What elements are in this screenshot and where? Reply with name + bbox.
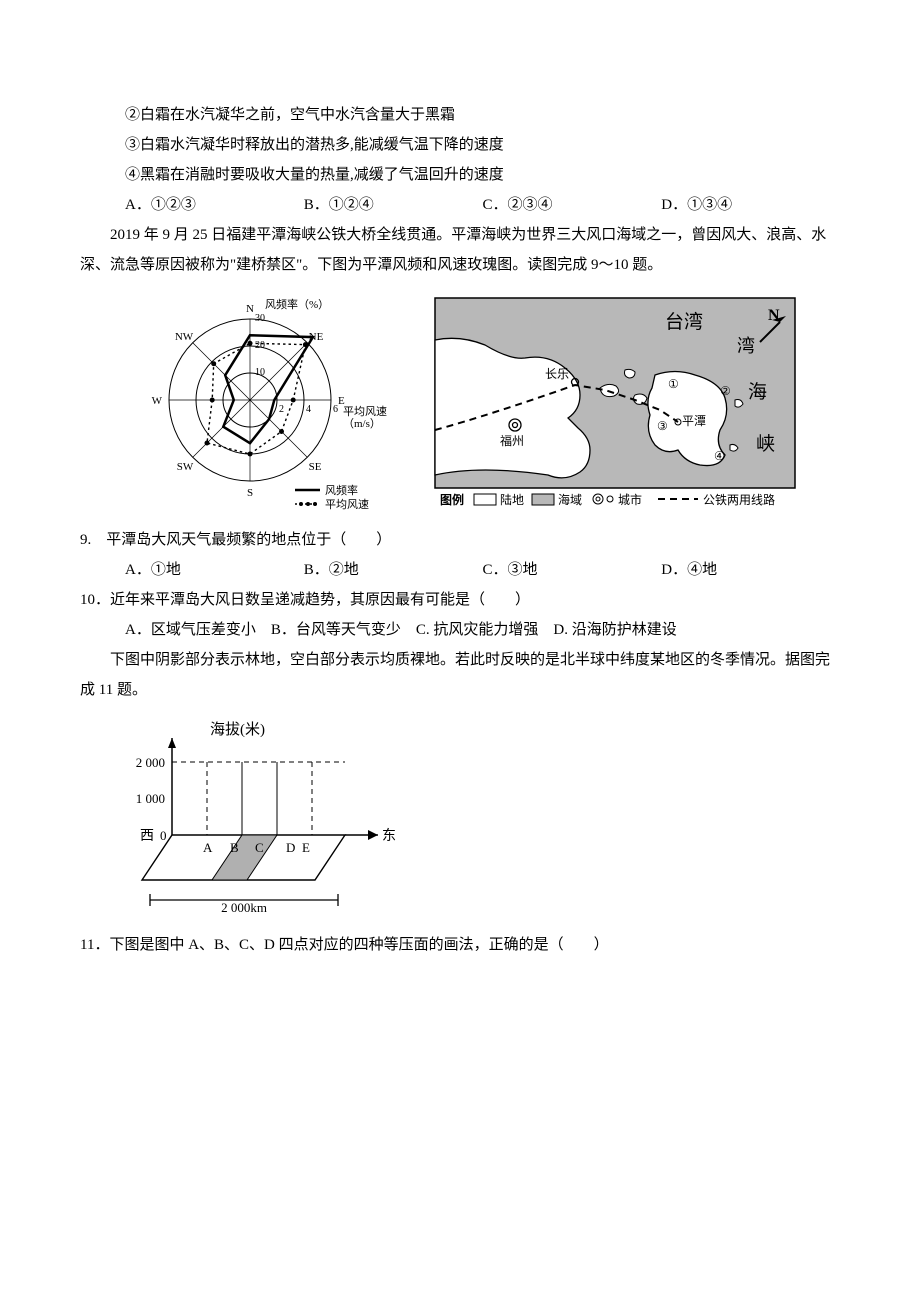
figure-terrain: 海拔(米) 2 000 1 000 西 0 东 A B C D E 2 xyxy=(80,720,840,915)
svg-text:海: 海 xyxy=(748,381,767,403)
svg-text:④: ④ xyxy=(714,449,725,463)
svg-text:西: 西 xyxy=(140,829,154,844)
svg-text:10: 10 xyxy=(255,367,265,378)
stmt-2: ②白霜在水汽凝华之前，空气中水汽含量大于黑霜 xyxy=(80,100,840,130)
q8-opt-d[interactable]: D．①③④ xyxy=(661,190,840,220)
svg-text:公铁两用线路: 公铁两用线路 xyxy=(703,492,775,507)
figure-row-1: N NE E SE S SW W NW 10 20 30 风频率（%） xyxy=(140,290,840,515)
svg-text:陆地: 陆地 xyxy=(500,492,524,507)
svg-text:30: 30 xyxy=(255,313,265,324)
svg-text:E: E xyxy=(302,840,310,855)
stmt-3: ③白霜水汽凝华时释放出的潜热多,能减缓气温下降的速度 xyxy=(80,130,840,160)
q8-opt-c[interactable]: C．②③④ xyxy=(483,190,662,220)
svg-text:0: 0 xyxy=(160,828,167,843)
svg-text:峡: 峡 xyxy=(756,433,775,455)
passage-forest: 下图中阴影部分表示林地，空白部分表示均质裸地。若此时反映的是北半球中纬度某地区的… xyxy=(80,645,840,705)
q10-opt-a[interactable]: A．区域气压差变小 xyxy=(125,615,256,645)
svg-text:4: 4 xyxy=(306,404,311,415)
svg-text:②: ② xyxy=(720,384,731,398)
q10-opt-d[interactable]: D. 沿海防护林建设 xyxy=(553,615,676,645)
svg-text:风频率: 风频率 xyxy=(325,483,358,497)
pingtan-map-figure: 长乐 福州 平潭 ① ② ③ ④ 台湾 湾 海 峡 N xyxy=(430,290,800,515)
q9-text: 9. 平潭岛大风天气最频繁的地点位于（ ） xyxy=(80,525,840,555)
svg-text:③: ③ xyxy=(657,419,668,433)
q8-opt-b[interactable]: B．①②④ xyxy=(304,190,483,220)
svg-text:SE: SE xyxy=(309,461,322,473)
svg-text:SW: SW xyxy=(177,461,194,473)
stmt-4: ④黑霜在消融时要吸收大量的热量,减缓了气温回升的速度 xyxy=(80,160,840,190)
rose-ylabel: 风频率（%） xyxy=(265,297,329,311)
q9-opt-d[interactable]: D．④地 xyxy=(661,555,840,585)
svg-text:1 000: 1 000 xyxy=(136,791,165,806)
svg-text:D: D xyxy=(286,840,295,855)
svg-text:东: 东 xyxy=(382,828,396,844)
svg-text:2 000: 2 000 xyxy=(136,755,165,770)
svg-text:图例: 图例 xyxy=(440,492,464,507)
svg-text:C: C xyxy=(255,840,264,855)
q9-opt-b[interactable]: B．②地 xyxy=(304,555,483,585)
svg-text:N: N xyxy=(246,303,254,315)
q8-options: A．①②③ B．①②④ C．②③④ D．①③④ xyxy=(125,190,840,220)
q10-opt-b[interactable]: B．台风等天气变少 xyxy=(271,615,401,645)
svg-text:2 000km: 2 000km xyxy=(221,900,267,915)
svg-text:长乐: 长乐 xyxy=(545,367,569,381)
q9-opt-c[interactable]: C．③地 xyxy=(483,555,662,585)
svg-text:台湾: 台湾 xyxy=(665,311,703,333)
svg-text:（m/s）: （m/s） xyxy=(343,417,381,430)
svg-text:城市: 城市 xyxy=(618,492,642,507)
svg-text:20: 20 xyxy=(255,340,265,351)
svg-text:B: B xyxy=(230,840,239,855)
svg-text:平均风速: 平均风速 xyxy=(343,405,387,418)
svg-text:A: A xyxy=(203,840,213,855)
q8-opt-a[interactable]: A．①②③ xyxy=(125,190,304,220)
passage-bridge: 2019 年 9 月 25 日福建平潭海峡公铁大桥全线贯通。平潭海峡为世界三大风… xyxy=(80,220,840,280)
svg-text:海拔(米): 海拔(米) xyxy=(210,721,265,738)
svg-text:平均风速: 平均风速 xyxy=(325,498,369,511)
svg-text:平潭: 平潭 xyxy=(682,414,706,428)
svg-text:福州: 福州 xyxy=(500,433,524,448)
svg-text:2: 2 xyxy=(279,404,284,415)
wind-rose-figure: N NE E SE S SW W NW 10 20 30 风频率（%） xyxy=(140,290,390,515)
svg-text:6: 6 xyxy=(333,404,338,415)
q9-options: A．①地 B．②地 C．③地 D．④地 xyxy=(125,555,840,585)
q9-opt-a[interactable]: A．①地 xyxy=(125,555,304,585)
svg-text:①: ① xyxy=(668,377,679,391)
svg-text:NW: NW xyxy=(175,331,194,343)
q10-text: 10．近年来平潭岛大风日数呈递减趋势，其原因最有可能是（ ） xyxy=(80,585,840,615)
svg-text:S: S xyxy=(247,487,253,499)
q10-options: A．区域气压差变小 B．台风等天气变少 C. 抗风灾能力增强 D. 沿海防护林建… xyxy=(125,615,840,645)
q11-text: 11．下图是图中 A、B、C、D 四点对应的四种等压面的画法，正确的是（ ） xyxy=(80,930,840,960)
svg-text:W: W xyxy=(152,395,163,407)
svg-text:海域: 海域 xyxy=(558,492,582,507)
svg-text:湾: 湾 xyxy=(737,336,755,356)
q10-opt-c[interactable]: C. 抗风灾能力增强 xyxy=(416,615,539,645)
